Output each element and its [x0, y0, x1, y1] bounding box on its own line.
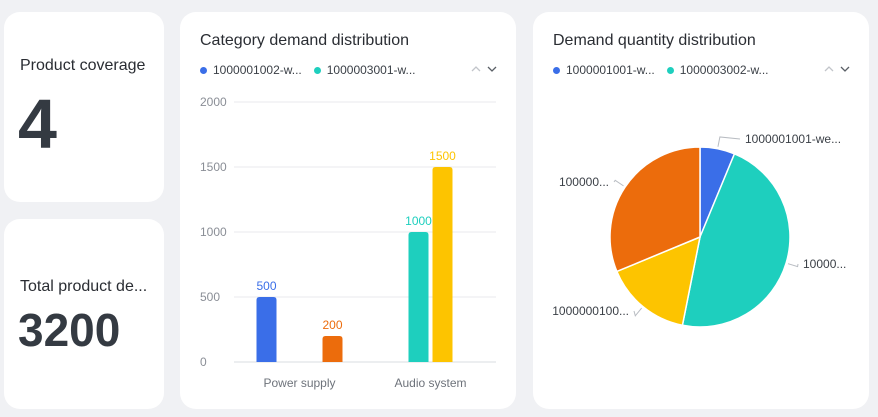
pie-slice — [609, 146, 701, 273]
pie-leader-line — [787, 263, 799, 268]
category-demand-legend: 1000001002-w... 1000003001-w... — [200, 62, 428, 78]
bar — [322, 336, 343, 362]
pie-slice — [615, 235, 702, 327]
pie-slice-label: 100000... — [559, 175, 609, 189]
bar-value-label: 1000 — [405, 214, 432, 228]
product-coverage-card: Product coverage 4 — [4, 12, 164, 202]
pie-slice-label: 1000000100... — [552, 304, 629, 318]
bar-value-label: 200 — [322, 318, 342, 332]
demand-quantity-legend: 1000001001-w... 1000003002-w... — [553, 62, 781, 78]
y-tick-label: 2000 — [200, 95, 227, 109]
bar — [408, 232, 429, 362]
total-product-demand-label: Total product de... — [20, 278, 148, 295]
legend-label: 1000003001-w... — [326, 63, 416, 77]
product-coverage-value: 4 — [18, 85, 57, 163]
legend-item[interactable]: 1000003001-w... — [313, 63, 416, 77]
legend-label: 1000001001-w... — [566, 63, 655, 77]
legend-dot — [313, 66, 321, 74]
total-product-demand-card: Total product de... 3200 — [4, 219, 164, 409]
bar — [432, 167, 453, 362]
category-demand-chart: 0 500 1000 1500 2000 Power supply Audio system… — [200, 95, 496, 390]
bar-value-label: 1500 — [429, 149, 456, 163]
chevron-up-icon[interactable] — [468, 62, 484, 76]
legend-pager — [468, 62, 500, 76]
demand-quantity-title: Demand quantity distribution — [553, 32, 756, 49]
y-tick-label: 1000 — [200, 225, 227, 239]
y-tick-label: 1500 — [200, 160, 227, 174]
legend-item[interactable]: 1000001001-w... — [553, 63, 655, 77]
y-tick-label: 0 — [200, 355, 207, 369]
legend-item[interactable]: 1000003002-w... — [666, 63, 769, 77]
legend-dot — [553, 66, 560, 74]
chevron-down-icon[interactable] — [837, 62, 853, 76]
pie-slice-label: 1000001001-we... — [745, 132, 841, 146]
total-product-demand-value: 3200 — [18, 304, 121, 356]
pie-slice — [681, 152, 791, 328]
legend-label: 1000001002-w... — [213, 63, 302, 77]
chevron-up-icon[interactable] — [821, 62, 837, 76]
pie-leader-line — [717, 136, 741, 147]
product-coverage-label: Product coverage — [20, 57, 146, 74]
legend-label: 1000003002-w... — [679, 63, 769, 77]
pie-leader-line — [633, 307, 643, 317]
x-tick-label: Audio system — [394, 376, 466, 390]
bar-value-label: 500 — [256, 279, 276, 293]
pie-slice-label: 10000... — [803, 257, 846, 271]
category-demand-title: Category demand distribution — [200, 32, 410, 49]
chevron-down-icon[interactable] — [484, 62, 500, 76]
bar — [256, 297, 277, 362]
x-tick-label: Power supply — [263, 376, 335, 390]
demand-quantity-card: 1000001001-we... 10000... 1000000100... 100… — [533, 12, 869, 409]
legend-dot — [666, 66, 674, 74]
pie-leader-line — [613, 179, 624, 187]
legend-pager — [821, 62, 853, 76]
y-tick-label: 500 — [200, 290, 220, 304]
legend-dot — [200, 66, 207, 74]
legend-item[interactable]: 1000001002-w... — [200, 63, 302, 77]
category-demand-card: 0 500 1000 1500 2000 Power supply Audio system… — [180, 12, 516, 409]
demand-quantity-chart: 1000001001-we... 10000... 1000000100... 100… — [552, 132, 846, 328]
